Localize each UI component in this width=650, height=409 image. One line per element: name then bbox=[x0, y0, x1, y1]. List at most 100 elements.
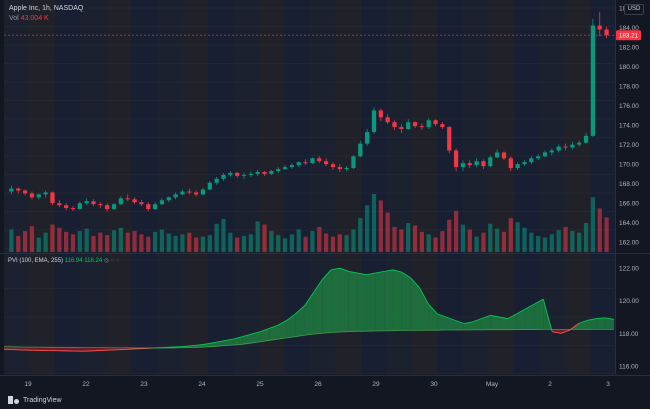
pvi-fill-up bbox=[587, 318, 597, 330]
currency-label: USD bbox=[627, 6, 641, 12]
time-tick: 23 bbox=[140, 381, 148, 388]
candle-body bbox=[289, 165, 295, 168]
volume-bar bbox=[303, 236, 308, 252]
candle-body bbox=[556, 146, 561, 151]
pvi-fill-up bbox=[463, 321, 473, 331]
pvi-line-segment bbox=[189, 344, 199, 347]
indicator-header: PVI (100, EMA, 255) 116.94 118.24 ◎ ◌ ◌ bbox=[8, 257, 120, 265]
pvi-fill-up bbox=[278, 320, 287, 340]
volume-bar bbox=[118, 227, 123, 252]
candle-body bbox=[515, 164, 520, 169]
volume-bar bbox=[522, 227, 527, 252]
pvi-fill-up bbox=[251, 331, 261, 344]
candle-body bbox=[91, 201, 96, 205]
time-tick: 26 bbox=[314, 381, 322, 388]
candle-body bbox=[323, 161, 329, 165]
volume-label: Vol bbox=[9, 15, 19, 22]
pvi-line-segment bbox=[525, 303, 535, 310]
pvi-line-segment bbox=[419, 287, 429, 305]
candle-body bbox=[371, 110, 377, 132]
session-band bbox=[131, 0, 157, 374]
candle-body bbox=[317, 158, 322, 162]
pvi-line-segment bbox=[384, 269, 394, 272]
pvi-line-segment bbox=[366, 272, 376, 276]
pvi-line-segment bbox=[286, 313, 297, 321]
time-tick: 24 bbox=[198, 381, 206, 388]
pvi-fill-up bbox=[578, 320, 588, 330]
candle-body bbox=[180, 191, 185, 195]
volume-bar bbox=[70, 234, 76, 252]
candle-body bbox=[583, 135, 589, 143]
pvi-fill-up bbox=[207, 342, 217, 347]
pvi-line-segment bbox=[233, 336, 243, 340]
candle-body bbox=[57, 203, 62, 206]
volume-bar bbox=[542, 237, 548, 252]
symbol-header: Apple Inc, 1h, NASDAQ Vol 43.004 K bbox=[9, 4, 83, 24]
time-tick: 29 bbox=[372, 381, 380, 388]
volume-bar bbox=[241, 235, 247, 252]
pvi-line-segment bbox=[587, 318, 597, 321]
volume-bar bbox=[289, 234, 295, 252]
candle-body bbox=[358, 143, 363, 157]
candle-body bbox=[228, 172, 233, 175]
candle-body bbox=[248, 173, 253, 175]
volume-bar bbox=[98, 232, 103, 252]
candle-body bbox=[440, 124, 445, 128]
candle-body bbox=[29, 193, 35, 198]
volume-bar bbox=[310, 231, 315, 252]
pvi-line-segment bbox=[375, 270, 385, 274]
pvi-line-segment bbox=[180, 345, 190, 348]
volume-bar bbox=[248, 234, 253, 252]
candle-body bbox=[303, 162, 308, 164]
price-tick: 162.00 bbox=[619, 240, 639, 247]
currency-button[interactable]: USD bbox=[624, 4, 644, 15]
candle-body bbox=[501, 152, 507, 159]
pvi-fill-up bbox=[242, 334, 252, 345]
time-tick: 3 bbox=[606, 381, 610, 388]
pvi-line-segment bbox=[339, 267, 349, 272]
volume-bar bbox=[57, 227, 62, 252]
candle-body bbox=[570, 144, 575, 148]
pvi-fill-down bbox=[65, 347, 75, 352]
price-tick: 184.00 bbox=[619, 25, 639, 32]
candle-body bbox=[337, 167, 342, 170]
volume-bar bbox=[508, 218, 513, 252]
volume-bar bbox=[323, 233, 329, 252]
pvi-fill-up bbox=[375, 271, 385, 332]
session-band bbox=[437, 0, 463, 374]
time-tick: 2 bbox=[548, 381, 552, 388]
pvi-fill-up bbox=[446, 317, 455, 331]
volume-bar bbox=[105, 235, 110, 252]
pvi-fill-up bbox=[384, 269, 393, 331]
time-tick: May bbox=[486, 381, 499, 388]
pvi-line-segment bbox=[605, 317, 615, 320]
pvi-fill-up bbox=[401, 272, 411, 331]
volume-bar bbox=[269, 231, 274, 252]
volume-bar bbox=[433, 237, 438, 252]
pvi-line-segment bbox=[331, 267, 341, 271]
session-band bbox=[55, 0, 81, 374]
indicator-tick: 122.00 bbox=[619, 266, 639, 273]
indicator-controls-icon[interactable]: ◎ ◌ ◌ bbox=[103, 258, 120, 264]
price-tick: 166.00 bbox=[619, 201, 639, 208]
candle-body bbox=[43, 192, 48, 195]
candle-body bbox=[365, 131, 370, 144]
candle-body bbox=[132, 199, 137, 203]
volume-bar bbox=[467, 229, 472, 252]
volume-bar bbox=[590, 197, 596, 252]
pvi-fill-down bbox=[21, 346, 31, 351]
pvi-fill-down bbox=[57, 347, 66, 351]
pvi-ema-line bbox=[3, 328, 614, 349]
candle-body bbox=[139, 202, 144, 205]
pvi-line-segment bbox=[348, 270, 358, 274]
volume-bar bbox=[262, 224, 267, 252]
pvi-line-segment bbox=[542, 298, 553, 332]
volume-bar bbox=[481, 232, 486, 252]
volume-bar bbox=[515, 222, 520, 252]
candle-body bbox=[508, 158, 513, 169]
pvi-line-segment bbox=[260, 327, 270, 333]
pvi-fill-up bbox=[366, 273, 376, 332]
volume-bar bbox=[235, 237, 240, 252]
